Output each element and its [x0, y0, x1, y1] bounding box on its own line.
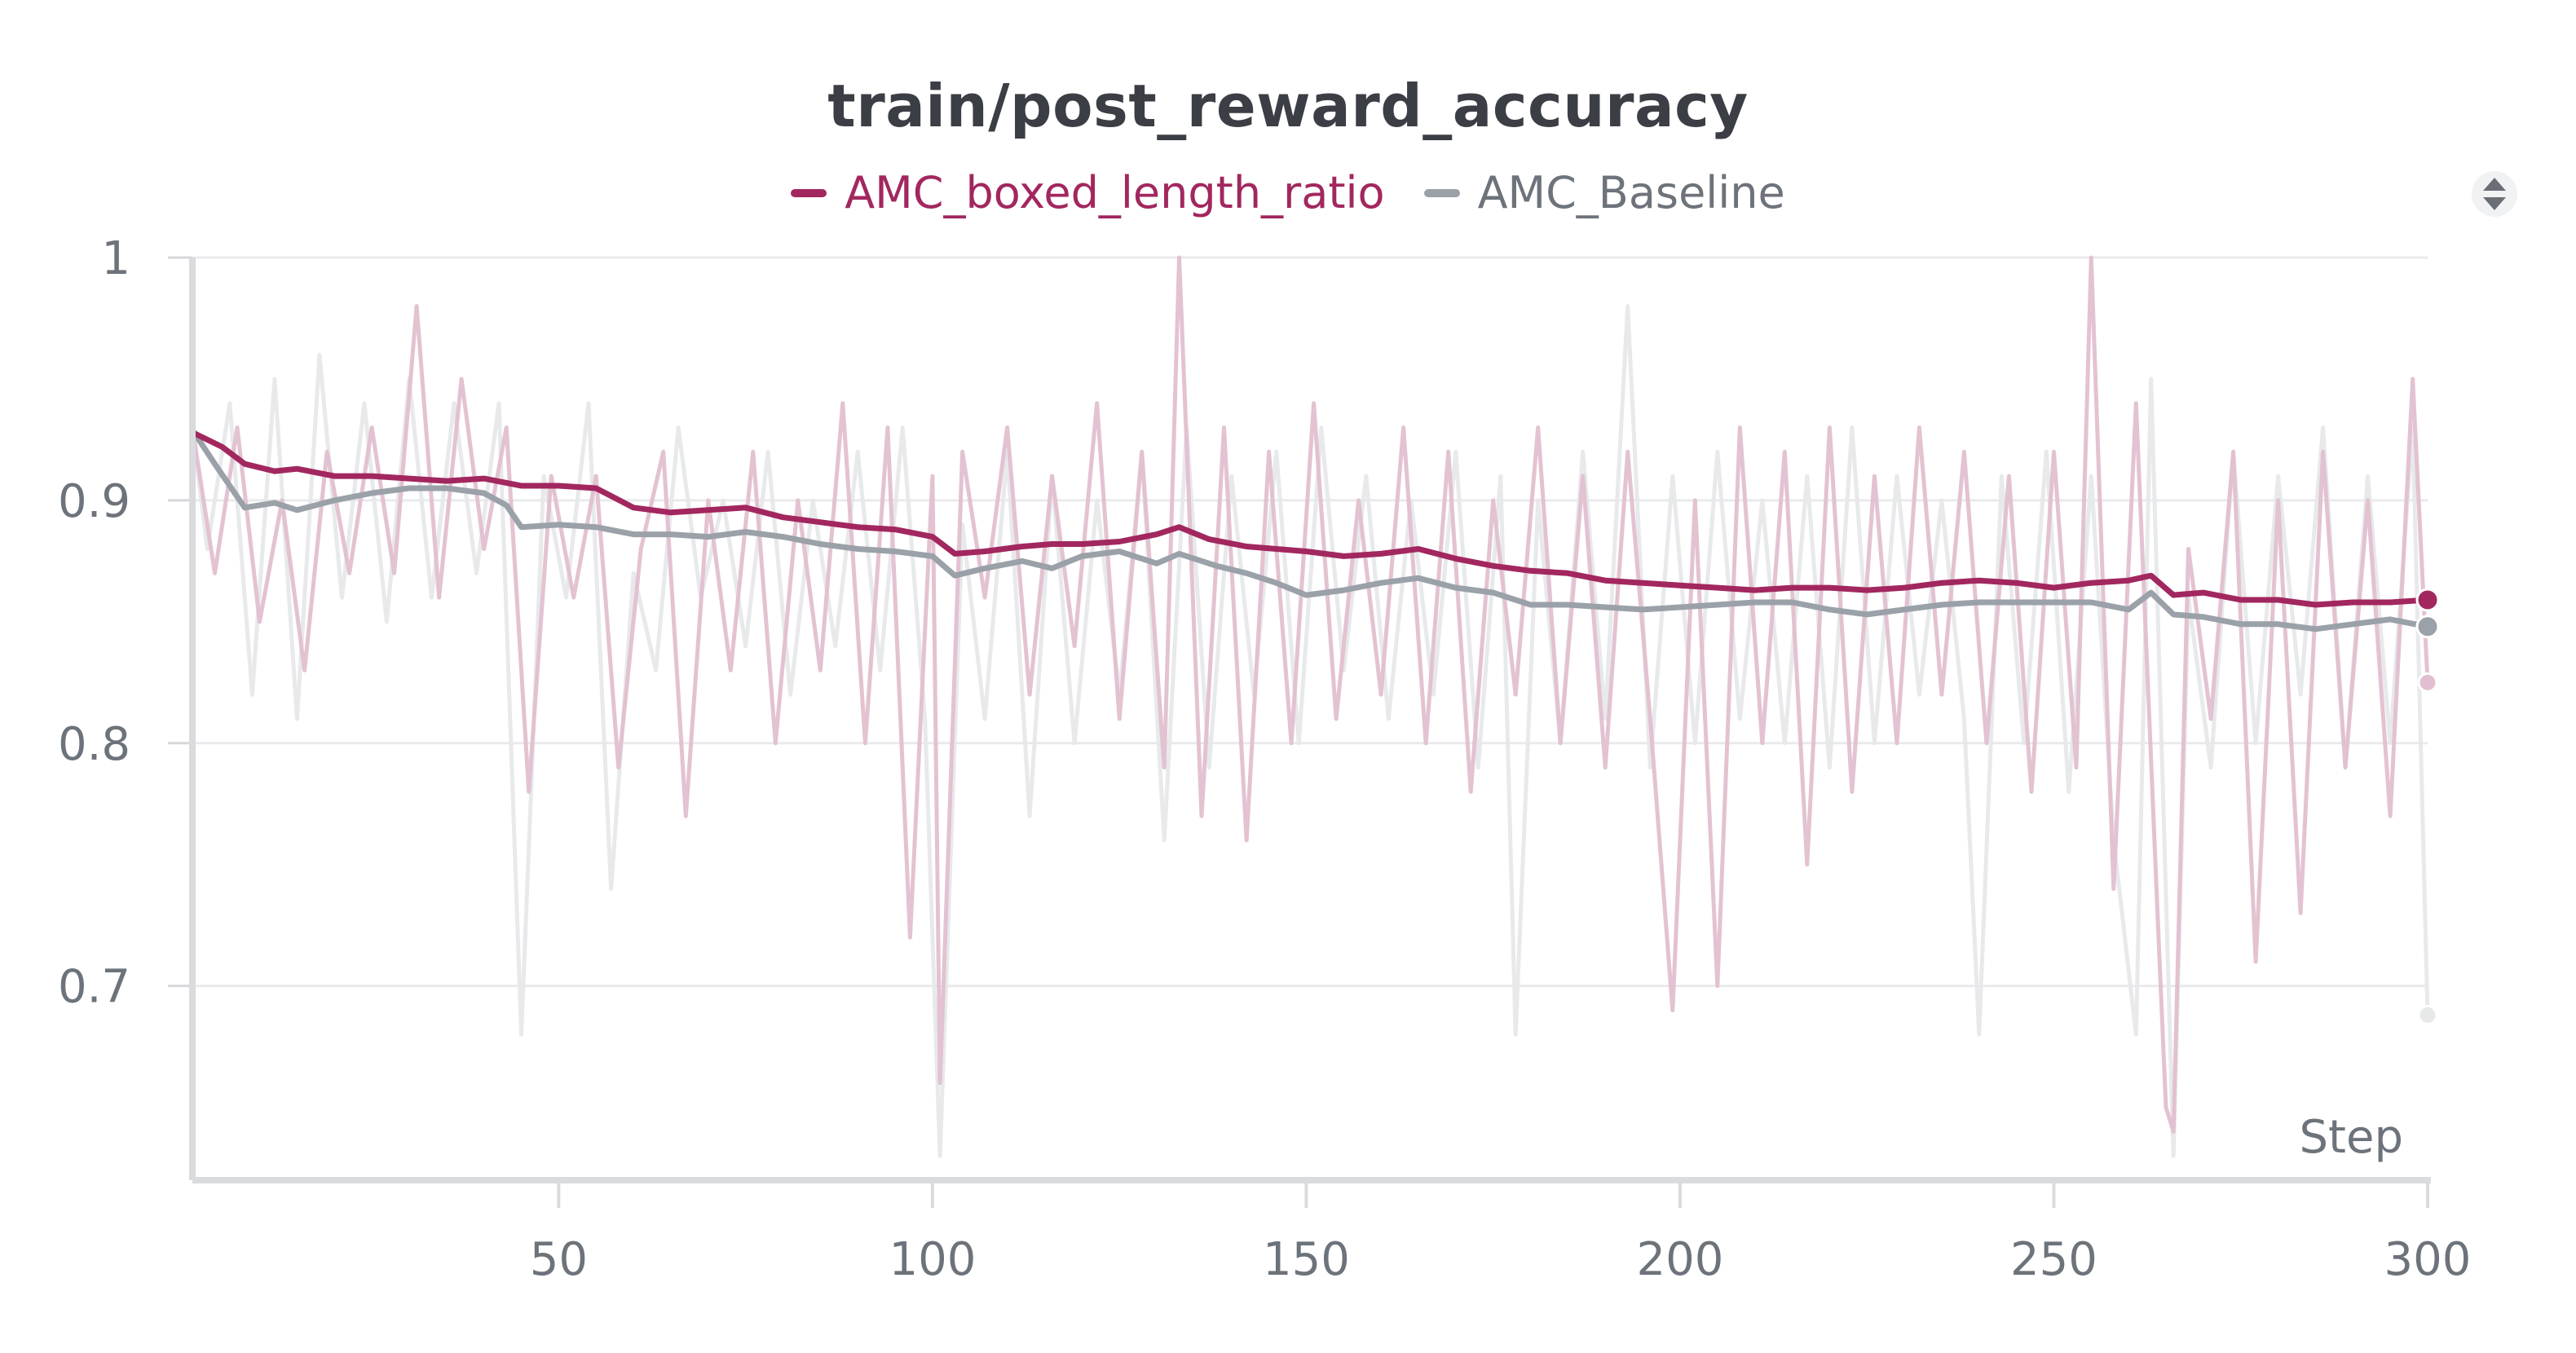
x-tick-label: 100 [889, 1233, 976, 1286]
raw-line-1 [190, 255, 2430, 1134]
smoothed-line-2 [189, 427, 2431, 632]
legend-label: AMC_Baseline [1477, 167, 1785, 218]
expand-collapse-icon[interactable] [2472, 166, 2517, 222]
x-axis-label: Step [2299, 1111, 2403, 1164]
legend-swatch [791, 188, 827, 197]
raw-line-2 [190, 304, 2430, 1158]
axes [168, 256, 2431, 1208]
smoothed-series-lines [189, 427, 2440, 639]
x-tick-label: 50 [530, 1233, 588, 1286]
x-tick-label: 250 [2010, 1233, 2097, 1286]
y-tick-label: 0.9 [58, 475, 130, 528]
smoothed-line-1 [189, 430, 2431, 608]
legend-entry-series-2[interactable]: AMC_Baseline [1423, 167, 1785, 218]
legend-label: AMC_boxed_length_ratio [845, 167, 1385, 218]
legend-swatch [1423, 188, 1460, 197]
y-tick-label: 0.7 [58, 961, 130, 1014]
smoothed-endpoint-2 [2415, 615, 2440, 639]
grid-lines [192, 256, 2428, 988]
legend-entry-series-1[interactable]: AMC_boxed_length_ratio [791, 167, 1385, 218]
raw-endpoint-2 [2417, 1004, 2438, 1025]
x-tick-label: 150 [1263, 1233, 1350, 1286]
chart-title: train/post_reward_accuracy [827, 72, 1749, 140]
raw-endpoint-1 [2417, 672, 2438, 693]
x-tick-label: 200 [1636, 1233, 1723, 1286]
y-tick-label: 0.8 [58, 718, 130, 771]
smoothed-endpoint-1 [2415, 588, 2440, 612]
x-tick-label: 300 [2384, 1233, 2472, 1286]
y-tick-label: 1 [101, 232, 130, 285]
legend: AMC_boxed_length_ratio AMC_Baseline [0, 167, 2576, 218]
raw-series-lines [190, 255, 2438, 1158]
